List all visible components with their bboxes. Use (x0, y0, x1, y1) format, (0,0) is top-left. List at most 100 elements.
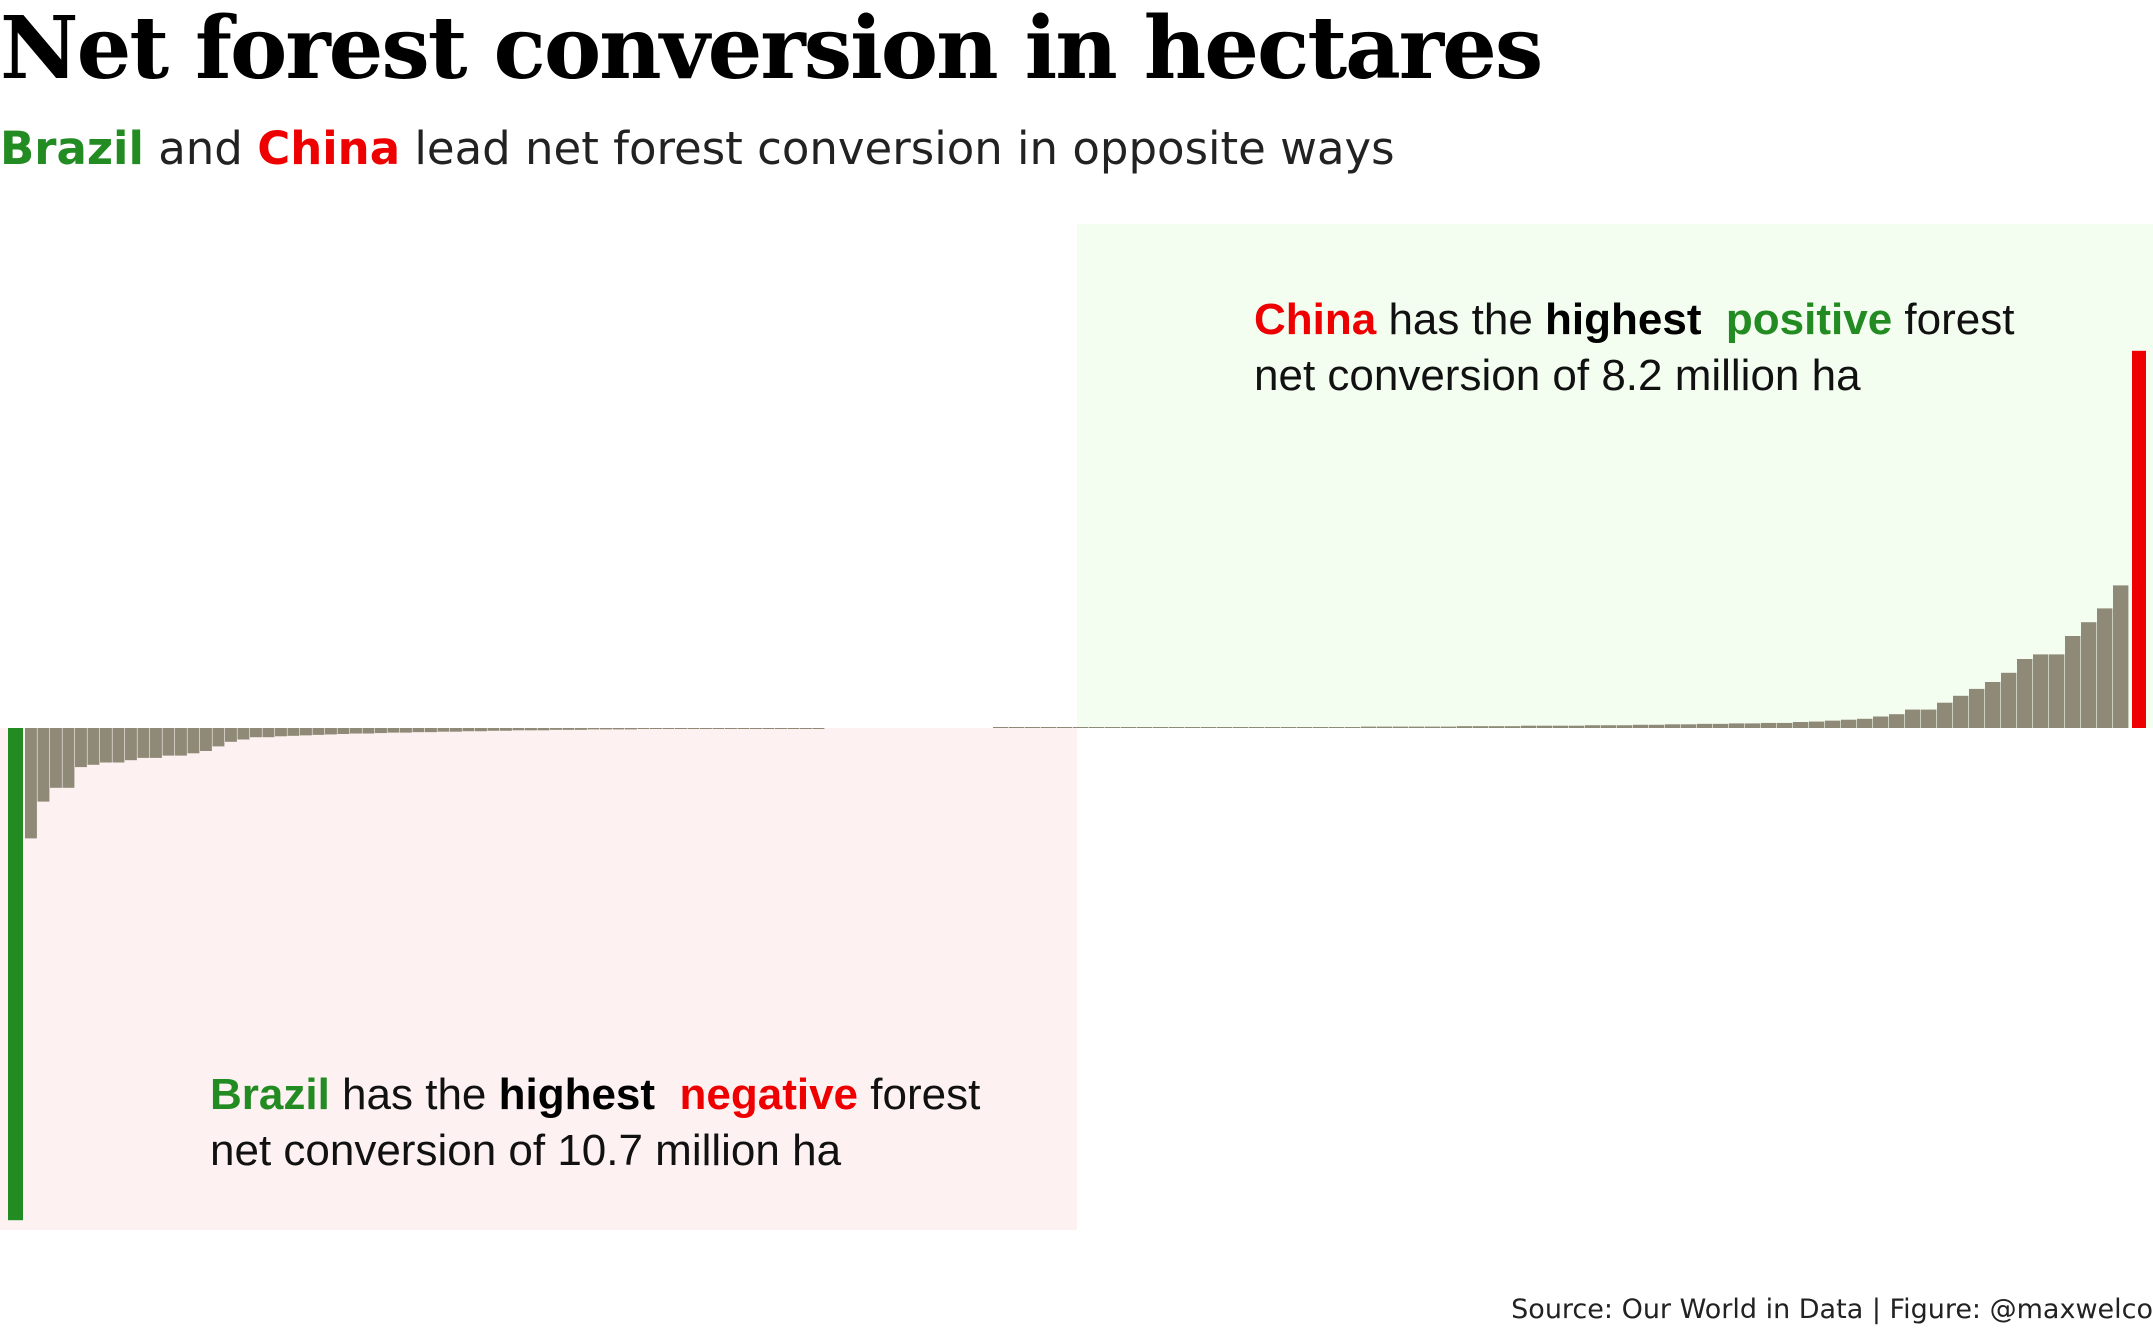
china-annotation: China has the highest positive forest ne… (1254, 292, 2014, 404)
bar-negative (275, 728, 287, 737)
bar-positive (1857, 718, 1873, 728)
bar-positive (1793, 722, 1809, 728)
bar-negative (762, 728, 775, 729)
bar-positive (1953, 695, 1969, 728)
bar-positive (1409, 726, 1425, 728)
bar-positive (1249, 727, 1265, 728)
bar-positive (1393, 726, 1409, 728)
bar-positive (1153, 727, 1169, 728)
bar-negative (412, 728, 425, 733)
bar-positive (1505, 726, 1521, 728)
bar-negative (225, 728, 237, 742)
bar-negative (800, 728, 812, 729)
bar-positive (1137, 727, 1153, 728)
bar-positive (1873, 716, 1889, 728)
bar-negative (787, 728, 800, 729)
annotation-brazil-name: Brazil (210, 1070, 330, 1119)
bar-negative (387, 728, 400, 733)
bar-negative (325, 728, 337, 735)
bar-positive (2049, 654, 2065, 728)
bar-positive (1281, 727, 1297, 728)
bar-positive (1089, 727, 1105, 728)
bar-negative (750, 728, 762, 729)
bar-positive (1569, 725, 1585, 728)
bar-positive (1601, 725, 1617, 728)
bar-positive (1921, 709, 1937, 728)
bar-negative (100, 728, 112, 763)
bar-negative (50, 728, 62, 788)
bar-negative (300, 728, 312, 736)
bar-positive (1585, 725, 1601, 728)
bar-positive (1169, 727, 1185, 728)
bar-negative (287, 728, 300, 736)
bar-china (2132, 350, 2146, 728)
annotation-china-has-the: has the (1376, 295, 1546, 344)
bar-negative (675, 728, 687, 729)
bar-positive (1121, 727, 1137, 728)
brazil-annotation: Brazil has the highest negative forest n… (210, 1067, 980, 1179)
bars-group (8, 350, 2146, 1221)
negative-region-background (0, 728, 1077, 1230)
bar-positive (1889, 714, 1905, 728)
bar-negative (550, 728, 562, 730)
bar-negative (137, 728, 150, 758)
bar-positive (1665, 724, 1681, 728)
bar-negative (337, 728, 350, 734)
china-annotation-line1: China has the highest positive forest (1254, 292, 2014, 348)
bar-negative (262, 728, 275, 738)
annotation-brazil-forest: forest (858, 1070, 981, 1119)
bar-negative (150, 728, 162, 758)
bar-negative (462, 728, 475, 732)
bar-positive (1777, 722, 1793, 728)
bar-negative (37, 728, 50, 802)
bar-positive (1521, 725, 1537, 728)
bar-negative (250, 728, 262, 738)
brazil-annotation-line1: Brazil has the highest negative forest (210, 1067, 980, 1123)
bar-negative (375, 728, 387, 734)
bar-positive (2081, 622, 2097, 728)
bar-negative (112, 728, 125, 763)
bar-positive (1313, 727, 1329, 728)
bar-negative (187, 728, 200, 754)
subtitle-and: and (143, 122, 258, 175)
bar-negative (212, 728, 225, 747)
bar-negative (312, 728, 325, 735)
bar-positive (1201, 727, 1217, 728)
china-annotation-line2: net conversion of 8.2 million ha (1254, 351, 1861, 400)
bar-negative (525, 728, 537, 731)
bar-negative (700, 728, 712, 729)
bar-positive (1441, 726, 1457, 728)
annotation-brazil-has-the: has the (329, 1070, 499, 1119)
bar-negative (237, 728, 250, 740)
bar-negative (812, 728, 825, 729)
bar-negative (587, 728, 600, 730)
bar-positive (1425, 726, 1441, 728)
annotation-china-forest: forest (1892, 295, 2015, 344)
bar-negative (637, 728, 650, 729)
bar-positive (1025, 727, 1041, 728)
bar-positive (1265, 727, 1281, 728)
bar-positive (1297, 727, 1313, 728)
bar-negative (612, 728, 625, 730)
bar-positive (1185, 727, 1201, 728)
bar-negative (25, 728, 37, 839)
bar-negative (62, 728, 75, 788)
bar-negative (350, 728, 362, 734)
bar-positive (1985, 682, 2001, 728)
bar-positive (1969, 688, 1985, 728)
bar-negative (87, 728, 100, 765)
bar-positive (1329, 727, 1345, 728)
bar-positive (2097, 608, 2113, 728)
bar-negative (487, 728, 500, 731)
bar-positive (2033, 654, 2049, 728)
bar-positive (1729, 723, 1745, 728)
bar-positive (1009, 727, 1025, 728)
bar-negative (362, 728, 375, 734)
bar-positive (1361, 726, 1377, 728)
bar-negative (537, 728, 550, 731)
bar-negative (437, 728, 450, 732)
bar-brazil (8, 728, 23, 1221)
bar-positive (1377, 726, 1393, 728)
bar-positive (1041, 727, 1057, 728)
